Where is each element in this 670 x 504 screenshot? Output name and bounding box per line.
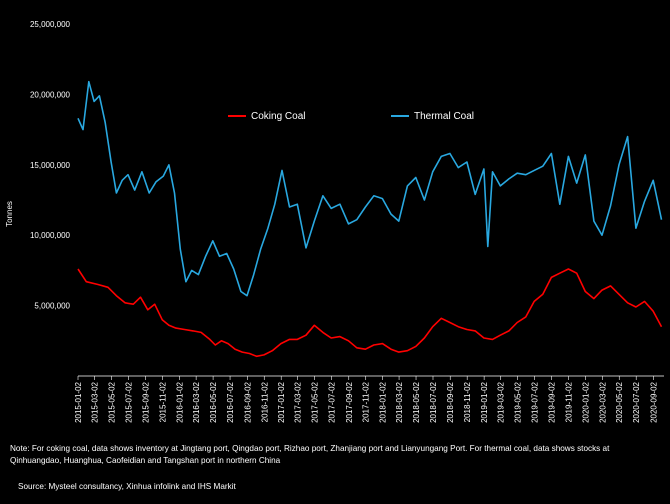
x-tick-label: 2015-03-02 bbox=[90, 381, 99, 422]
x-tick-label: 2015-09-02 bbox=[142, 381, 151, 422]
x-tick-label: 2020-07-02 bbox=[632, 381, 641, 422]
x-tick-label: 2017-01-02 bbox=[277, 381, 286, 422]
y-axis-ticks: 25,000,000 20,000,000 15,000,000 10,000,000… bbox=[30, 20, 71, 311]
x-tick-label: 2018-11-02 bbox=[463, 381, 472, 422]
x-tick-label: 2018-05-02 bbox=[412, 381, 421, 422]
x-tick-label: 2018-03-02 bbox=[395, 381, 404, 422]
x-tick-label: 2015-05-02 bbox=[107, 381, 116, 422]
x-tick-label: 2016-07-02 bbox=[226, 381, 235, 422]
x-tick-label: 2020-05-02 bbox=[615, 381, 624, 422]
x-tick-label: 2019-07-02 bbox=[530, 381, 539, 422]
y-tick-label: 25,000,000 bbox=[30, 20, 71, 29]
x-tick-label: 2016-03-02 bbox=[192, 381, 201, 422]
y-tick-label: 5,000,000 bbox=[34, 302, 70, 311]
coking-coal-line bbox=[77, 268, 663, 358]
x-tick-label: 2017-03-02 bbox=[294, 381, 303, 422]
chart-title: China imported coal stocks held at major… bbox=[118, 16, 542, 37]
x-tick-label: 2017-07-02 bbox=[328, 381, 337, 422]
x-tick-label: 2016-01-02 bbox=[175, 381, 184, 422]
y-tick-label: 20,000,000 bbox=[30, 90, 71, 99]
x-tick-label: 2019-05-02 bbox=[514, 381, 523, 422]
x-tick-label: 2015-07-02 bbox=[124, 381, 133, 422]
source-note: Source: Mysteel consultancy, Xinhua info… bbox=[18, 482, 236, 491]
x-tick-label: 2019-09-02 bbox=[548, 381, 557, 422]
x-tick-label: 2020-03-02 bbox=[598, 381, 607, 422]
x-tick-label: 2018-09-02 bbox=[446, 381, 455, 422]
x-tick-label: 2018-01-02 bbox=[379, 381, 388, 422]
footnote: Note: For coking coal, data shows invent… bbox=[10, 444, 610, 465]
x-tick-label: 2020-09-02 bbox=[649, 381, 658, 422]
x-tick-label: 2019-03-02 bbox=[497, 381, 506, 422]
x-tick-label: 2017-05-02 bbox=[311, 381, 320, 422]
legend-label-coking: Coking Coal bbox=[251, 111, 305, 122]
x-tick-label: 2019-01-02 bbox=[480, 381, 489, 422]
x-tick-label: 2019-11-02 bbox=[565, 381, 574, 422]
x-tick-label: 2018-07-02 bbox=[429, 381, 438, 422]
x-tick-label: 2016-11-02 bbox=[260, 381, 269, 422]
legend-label-thermal: Thermal Coal bbox=[414, 111, 474, 122]
x-tick-label: 2015-01-02 bbox=[74, 381, 83, 422]
x-tick-label: 2016-05-02 bbox=[209, 381, 218, 422]
legend: Coking Coal Thermal Coal bbox=[228, 111, 474, 122]
thermal-coal-line bbox=[77, 80, 663, 297]
y-axis-label: Tonnes bbox=[5, 201, 14, 227]
x-tick-label: 2017-09-02 bbox=[345, 381, 354, 422]
x-axis-ticks: 2015-01-02 2015-03-02 2015-05-02 2015-07-02… bbox=[74, 376, 658, 423]
x-tick-label: 2015-11-02 bbox=[159, 381, 168, 422]
x-tick-label: 2020-01-02 bbox=[582, 381, 591, 422]
y-tick-label: 10,000,000 bbox=[30, 231, 71, 240]
series-lines bbox=[77, 80, 663, 358]
x-tick-label: 2017-11-02 bbox=[362, 381, 371, 422]
x-tick-label: 2016-09-02 bbox=[243, 381, 252, 422]
y-tick-label: 15,000,000 bbox=[30, 161, 71, 170]
